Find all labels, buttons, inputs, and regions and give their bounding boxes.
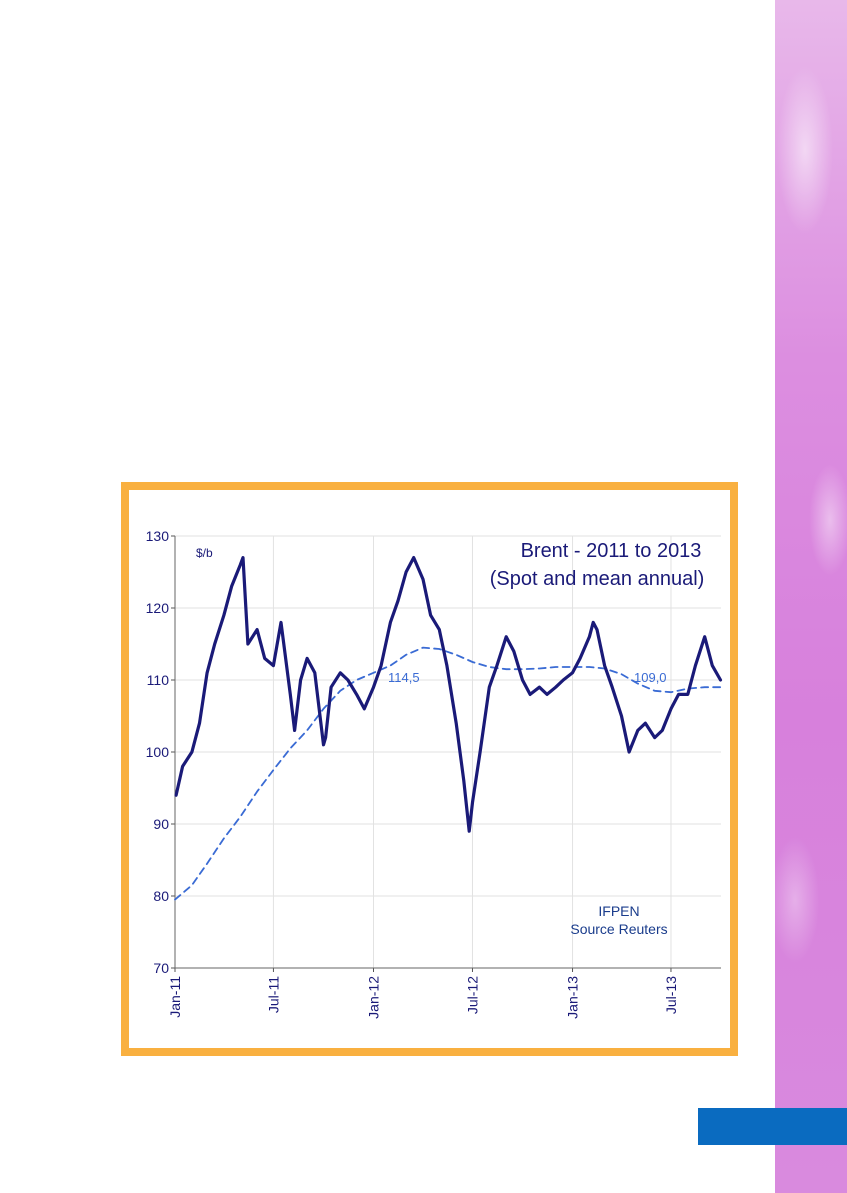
- source-line-2: Source Reuters: [570, 921, 667, 937]
- series-lines: [174, 555, 723, 901]
- y-tick-label: 110: [147, 672, 170, 688]
- mean-annotation-2012: 114,5: [388, 670, 420, 685]
- x-tick-labels: Jan-11 Jul-11 Jan-12 Jul-12 Jan-13 Jul-13: [167, 976, 679, 1019]
- decorative-blue-bar: [698, 1108, 847, 1145]
- spot-price-line: [174, 555, 723, 833]
- grid-lines: [175, 535, 721, 968]
- chart-frame: 130 120 110 100 90 80 70 Jan-11 Jul-11 Jan-12 Jul…: [121, 482, 738, 1056]
- unit-label: $/b: [196, 546, 213, 560]
- mean-annual-line: [174, 646, 722, 901]
- y-tick-label: 70: [153, 960, 169, 976]
- x-tick-label: Jan-13: [565, 976, 581, 1019]
- brent-price-chart: 130 120 110 100 90 80 70 Jan-11 Jul-11 Jan-12 Jul…: [146, 528, 723, 1019]
- decorative-side-artwork: [775, 0, 847, 1193]
- x-tick-label: Jul-12: [464, 976, 480, 1014]
- source-line-1: IFPEN: [598, 903, 639, 919]
- y-tick-label: 120: [146, 600, 170, 616]
- x-tick-label: Jul-13: [663, 976, 679, 1014]
- x-tick-label: Jan-11: [167, 976, 183, 1018]
- y-tick-label: 90: [153, 816, 169, 832]
- x-tick-label: Jan-12: [365, 976, 381, 1019]
- y-tick-labels: 130 120 110 100 90 80 70: [146, 528, 170, 976]
- chart-title-line-2: (Spot and mean annual): [490, 568, 705, 590]
- y-tick-label: 100: [146, 744, 170, 760]
- x-tick-label: Jul-11: [265, 976, 281, 1013]
- y-tick-label: 80: [153, 888, 169, 904]
- chart-title-line-1: Brent - 2011 to 2013: [521, 540, 702, 562]
- axes: [171, 535, 721, 972]
- y-tick-label: 130: [146, 528, 170, 544]
- mean-annotation-2013: 109,0: [634, 670, 667, 685]
